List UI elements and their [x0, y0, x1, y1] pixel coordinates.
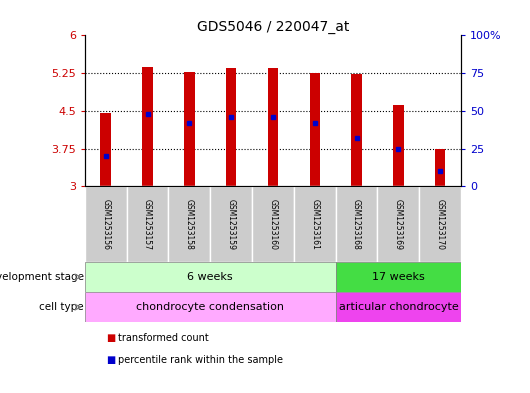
Bar — [435, 149, 445, 186]
Bar — [335, 262, 461, 292]
Bar — [210, 186, 252, 262]
Bar — [226, 68, 236, 186]
Bar — [252, 186, 294, 262]
Text: GSM1253161: GSM1253161 — [310, 199, 319, 250]
Text: GSM1253157: GSM1253157 — [143, 198, 152, 250]
Text: cell type: cell type — [39, 302, 84, 312]
Text: 17 weeks: 17 weeks — [372, 272, 425, 282]
Text: GSM1253158: GSM1253158 — [185, 199, 194, 250]
Text: GSM1253168: GSM1253168 — [352, 199, 361, 250]
Bar — [85, 186, 127, 262]
Text: ■: ■ — [106, 333, 115, 343]
Bar — [268, 68, 278, 186]
Text: ■: ■ — [106, 354, 115, 365]
Bar — [310, 73, 320, 186]
Text: GSM1253160: GSM1253160 — [269, 198, 277, 250]
Text: 6 weeks: 6 weeks — [188, 272, 233, 282]
Text: GSM1253159: GSM1253159 — [227, 198, 236, 250]
Bar — [393, 105, 404, 186]
Bar — [335, 292, 461, 322]
Bar — [101, 114, 111, 186]
Bar — [419, 186, 461, 262]
Text: articular chondrocyte: articular chondrocyte — [339, 302, 458, 312]
Text: development stage: development stage — [0, 272, 84, 282]
Text: GSM1253170: GSM1253170 — [436, 198, 445, 250]
Bar — [377, 186, 419, 262]
Bar — [351, 73, 362, 186]
Text: transformed count: transformed count — [118, 333, 208, 343]
Bar — [127, 186, 169, 262]
Text: GSM1253156: GSM1253156 — [101, 198, 110, 250]
Bar — [85, 292, 335, 322]
Bar — [294, 186, 335, 262]
Bar — [142, 66, 153, 186]
Text: GSM1253169: GSM1253169 — [394, 198, 403, 250]
Bar — [85, 262, 335, 292]
Text: percentile rank within the sample: percentile rank within the sample — [118, 354, 282, 365]
Text: chondrocyte condensation: chondrocyte condensation — [136, 302, 284, 312]
Bar — [335, 186, 377, 262]
Bar — [184, 72, 195, 186]
Title: GDS5046 / 220047_at: GDS5046 / 220047_at — [197, 20, 349, 34]
Bar — [169, 186, 210, 262]
